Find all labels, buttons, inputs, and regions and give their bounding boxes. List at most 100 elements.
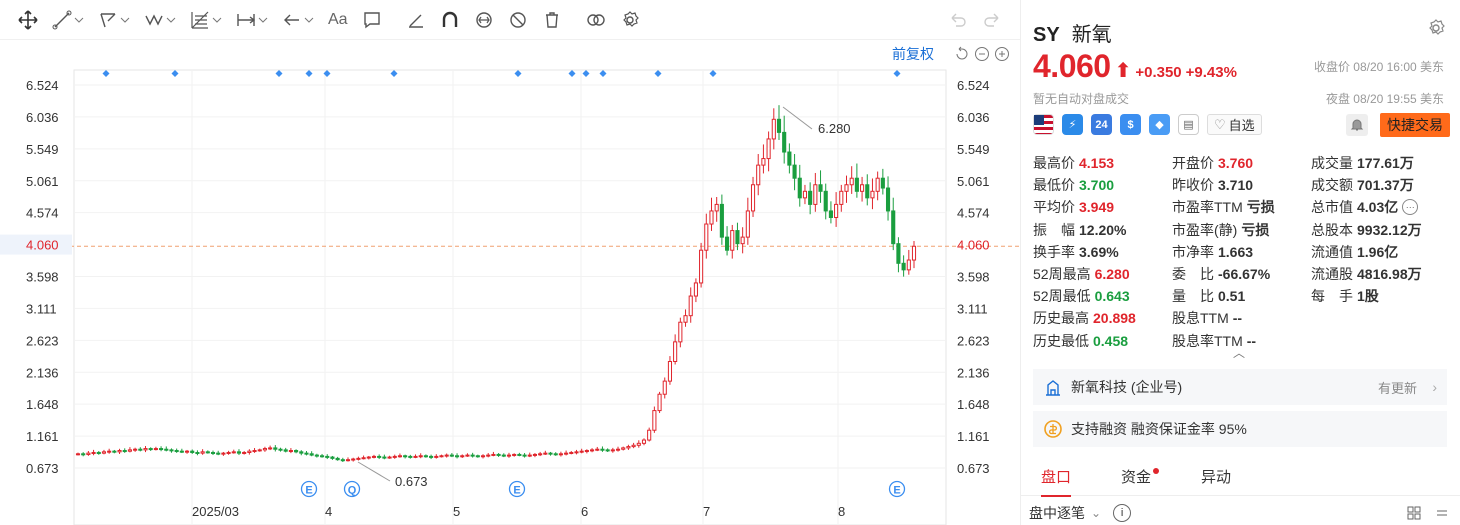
candle-body — [91, 451, 96, 454]
pencil-tool[interactable] — [406, 10, 426, 30]
channel-tool[interactable] — [98, 10, 130, 30]
stat-cell: 市盈率TTM 亏损 — [1172, 197, 1311, 217]
stat-value: 701.37万 — [1357, 177, 1414, 194]
fib-tool[interactable] — [190, 10, 222, 30]
collapse-icon[interactable] — [1434, 505, 1450, 521]
candle-body — [834, 203, 839, 218]
add-watchlist-button[interactable]: ♡ 自选 — [1207, 114, 1262, 135]
tab-movers[interactable]: 异动 — [1201, 469, 1232, 486]
hours-24-icon[interactable]: 24 — [1091, 114, 1112, 135]
grid-icon[interactable] — [1406, 505, 1422, 521]
quick-trade-button[interactable]: 快捷交易 — [1380, 113, 1450, 137]
event-badge-icon[interactable]: Q — [343, 480, 361, 498]
sync-icon — [475, 11, 492, 28]
time-tick-label: 7 — [703, 504, 710, 519]
wave-tool[interactable] — [144, 10, 176, 30]
adjust-mode-button[interactable]: 前复权 — [892, 46, 934, 62]
chevron-right-icon: › — [1432, 379, 1437, 395]
candle-body — [148, 448, 153, 451]
stat-cell: 量 比 0.51 — [1172, 286, 1311, 306]
line-tool[interactable] — [52, 10, 84, 30]
candle-body — [823, 190, 828, 212]
move-icon — [18, 9, 38, 30]
arrow-tool[interactable] — [282, 10, 314, 30]
gear-icon[interactable] — [1426, 18, 1446, 38]
candle-body — [262, 448, 267, 451]
time-axis: 2025/03 4 5 6 7 8 — [192, 504, 845, 519]
hide-drawings-tool[interactable] — [508, 10, 528, 30]
text-tool[interactable]: Aa — [328, 11, 348, 29]
candle-body — [86, 452, 91, 455]
ticker-header: SY 新氧 — [1033, 18, 1112, 47]
dividend-marker-icon — [323, 70, 331, 77]
tab-capital[interactable]: 资金 — [1121, 458, 1160, 496]
candle-body — [714, 203, 719, 212]
candle-body — [392, 455, 397, 458]
event-badge-icon[interactable]: E — [508, 480, 526, 498]
company-account-card[interactable]: 新氧科技 (企业号) 有更新 › — [1033, 369, 1447, 405]
dollar-icon[interactable]: $ — [1120, 114, 1141, 135]
event-badge-icon[interactable]: E — [888, 480, 906, 498]
more-icon[interactable]: ··· — [1402, 199, 1419, 216]
candle-body — [454, 455, 460, 458]
chevron-down-icon — [212, 17, 222, 23]
time-tick-label: 6 — [581, 504, 588, 519]
dividend-marker-icon — [709, 70, 717, 77]
redo-icon[interactable] — [982, 10, 1002, 30]
sync-tool[interactable] — [474, 10, 494, 30]
magnet-tool[interactable] — [440, 10, 460, 30]
stat-value: 12.20% — [1079, 221, 1127, 238]
stats-row: 历史最低 0.458 股息率TTM -- — [1033, 330, 1453, 352]
candle-body — [335, 457, 340, 461]
info-icon[interactable]: i — [1113, 504, 1132, 522]
event-badge-icon[interactable]: E — [300, 480, 318, 498]
candle-body — [870, 190, 875, 199]
price-tick-label: 0.673 — [957, 461, 990, 476]
us-flag-icon[interactable] — [1033, 114, 1054, 135]
stat-value: 9932.12万 — [1357, 221, 1422, 238]
alert-button[interactable] — [1346, 114, 1368, 136]
crosshair-tool[interactable] — [18, 9, 38, 30]
candle-body — [543, 452, 548, 455]
last-price: 4.060 — [1033, 48, 1111, 84]
compare-tool[interactable] — [586, 10, 606, 30]
tag-icon[interactable]: ◆ — [1149, 114, 1170, 135]
candle-body — [553, 453, 558, 456]
undo-icon[interactable] — [948, 10, 968, 30]
measure-tool[interactable] — [236, 10, 268, 30]
zoom-in-icon[interactable] — [994, 46, 1010, 62]
candle-body — [693, 282, 698, 297]
candle-body — [574, 451, 579, 454]
candle-body — [340, 459, 345, 462]
candle-body — [252, 450, 257, 453]
dividend-marker-icon — [275, 70, 283, 77]
stat-value: 0.51 — [1218, 288, 1246, 305]
eye-off-icon — [509, 11, 526, 28]
tab-orderbook[interactable]: 盘口 — [1041, 458, 1072, 497]
price-tick-label: 3.598 — [957, 270, 990, 285]
chevron-up-icon[interactable]: ︿ — [1233, 346, 1246, 360]
reset-icon[interactable] — [954, 46, 970, 62]
panel-divider — [1020, 0, 1021, 525]
delete-tool[interactable] — [542, 10, 562, 30]
stat-cell: 开盘价 3.760 — [1172, 153, 1311, 173]
candle-body — [107, 450, 112, 453]
candle-body — [169, 449, 174, 452]
chevron-down-icon — [166, 17, 176, 23]
margin-card[interactable]: 支持融资 融资保证金率 95% — [1033, 411, 1447, 447]
note-tool[interactable] — [362, 10, 382, 30]
stat-label: 52周最低 — [1033, 288, 1091, 305]
chart-settings-tool[interactable] — [620, 10, 640, 30]
candle-body — [278, 448, 283, 451]
zoom-out-icon[interactable] — [974, 46, 990, 62]
document-icon[interactable]: ▤ — [1178, 114, 1199, 135]
lightning-icon[interactable]: ⚡ — [1062, 114, 1083, 135]
candle-body — [636, 442, 641, 446]
chevron-down-icon[interactable]: ⌄ — [1091, 506, 1102, 520]
candle-body — [475, 455, 480, 458]
candle-body — [480, 455, 486, 458]
price-change: +0.350 — [1135, 64, 1182, 81]
tick-mode-select[interactable]: 盘中逐笔 — [1029, 505, 1085, 521]
candlestick-chart[interactable]: 6.524 6.036 5.549 5.061 4.574 4.060 3.598 3.111… — [0, 40, 1020, 525]
chart-annotations: 6.280 0.673 — [357, 106, 851, 489]
